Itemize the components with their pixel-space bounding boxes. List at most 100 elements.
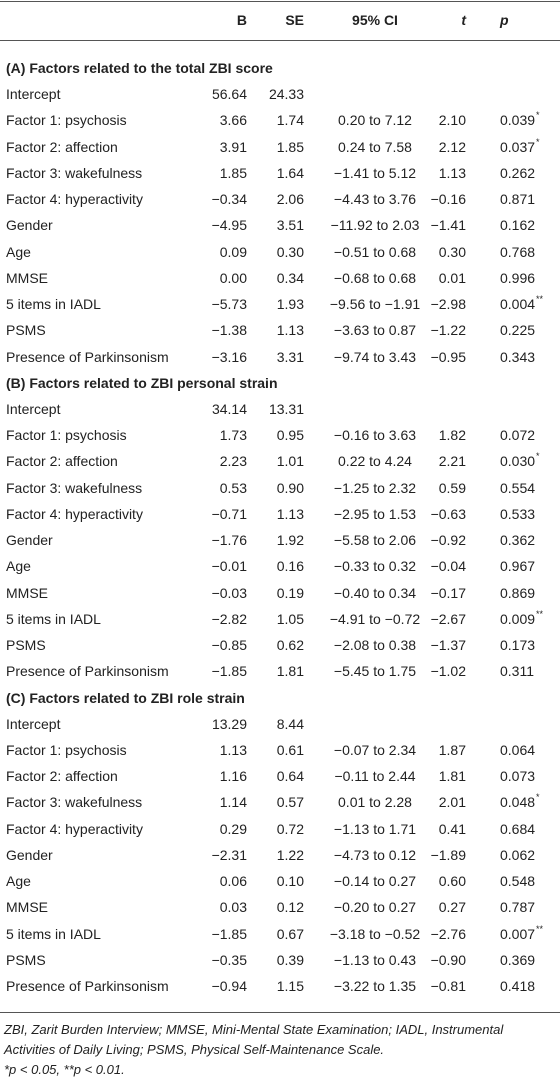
cell: 0.09	[219, 243, 247, 260]
cell: 1.81	[276, 663, 304, 680]
cell: −5.58 to 2.06	[333, 532, 417, 549]
cell: 0.039	[500, 112, 536, 129]
cell: 0.007	[500, 925, 536, 942]
cell: 3.91	[219, 138, 247, 155]
cell: 0.073	[500, 768, 536, 785]
cell: 2.21	[438, 453, 466, 470]
cell: 0.533	[500, 505, 536, 522]
cell: 0.60	[438, 873, 466, 890]
cell: 0.262	[500, 164, 536, 181]
column-header: 95% CI	[352, 12, 398, 28]
cell: −1.02	[430, 663, 466, 680]
row-label: Factor 1: psychosis	[6, 741, 127, 758]
header-rule	[0, 40, 560, 41]
cell: 0.967	[500, 558, 536, 575]
cell: −4.73 to 0.12	[333, 846, 417, 863]
cell: 0.064	[500, 741, 536, 758]
cell: 0.72	[276, 820, 304, 837]
cell: −0.34	[211, 191, 247, 208]
cell: 0.57	[276, 794, 304, 811]
cell: 1.13	[276, 322, 304, 339]
row-label: Gender	[6, 532, 53, 549]
cell: −2.76	[430, 925, 466, 942]
cell: −0.17	[430, 584, 466, 601]
row-label: Factor 3: wakefulness	[6, 479, 143, 496]
cell: −1.13 to 0.43	[333, 951, 417, 968]
row-label: Factor 3: wakefulness	[6, 164, 143, 181]
cell: 1.93	[276, 296, 304, 313]
cell: 1.87	[438, 741, 466, 758]
cell: −4.91 to −0.72	[329, 610, 421, 627]
cell: 2.10	[438, 112, 466, 129]
cell: 0.19	[276, 584, 304, 601]
cell: 0.072	[500, 427, 536, 444]
cell: 0.06	[219, 873, 247, 890]
row-label: Factor 4: hyperactivity	[6, 505, 143, 522]
cell: −11.92 to 2.03	[330, 217, 420, 234]
cell: 0.24 to 7.58	[338, 138, 412, 155]
section-title: (A) Factors related to the total ZBI sco…	[6, 60, 273, 76]
cell: 2.01	[438, 794, 466, 811]
cell: 0.20 to 7.12	[338, 112, 412, 129]
cell: 24.33	[268, 86, 304, 103]
cell: 0.67	[276, 925, 304, 942]
cell: 1.74	[276, 112, 304, 129]
row-label: Factor 4: hyperactivity	[6, 820, 143, 837]
cell: 1.64	[276, 164, 304, 181]
section-title: (B) Factors related to ZBI personal stra…	[6, 374, 278, 391]
cell: 0.225	[500, 322, 536, 339]
cell: 13.31	[268, 400, 304, 417]
cell: 1.01	[276, 453, 304, 470]
row-label: Gender	[6, 217, 53, 234]
row-label: Factor 2: affection	[6, 453, 118, 470]
cell: −1.76	[211, 532, 247, 549]
cell: −0.81	[430, 978, 466, 995]
cell: 1.13	[219, 741, 247, 758]
cell: 0.27	[438, 899, 466, 916]
cell: 2.23	[219, 453, 247, 470]
column-header: SE	[285, 12, 304, 28]
row-label: Factor 1: psychosis	[6, 427, 127, 444]
cell: 1.22	[276, 846, 304, 863]
cell: 1.82	[438, 427, 466, 444]
cell: −1.89	[430, 846, 466, 863]
row-label: Factor 2: affection	[6, 768, 118, 785]
section-title: (C) Factors related to ZBI role strain	[6, 689, 245, 706]
cell: −0.07 to 2.34	[333, 741, 417, 758]
cell: 0.22 to 4.24	[338, 453, 412, 470]
cell: −0.04	[430, 558, 466, 575]
cell: 0.996	[500, 269, 536, 286]
cell: 56.64	[211, 86, 247, 103]
cell: 0.34	[276, 269, 304, 286]
row-label: Presence of Parkinsonism	[6, 663, 169, 680]
cell: −1.41 to 5.12	[333, 164, 417, 181]
cell: −1.38	[211, 322, 247, 339]
cell: 0.554	[500, 479, 536, 496]
cell: 0.61	[276, 741, 304, 758]
cell: −0.92	[430, 532, 466, 549]
significance: *	[536, 136, 540, 147]
footnote: ZBI, Zarit Burden Interview; MMSE, Mini-…	[4, 1022, 504, 1057]
row-label: Presence of Parkinsonism	[6, 348, 169, 365]
cell: 0.29	[219, 820, 247, 837]
cell: −2.98	[430, 296, 466, 313]
bottom-rule	[0, 1012, 560, 1013]
cell: 0.030	[500, 453, 536, 470]
cell: −1.13 to 1.71	[333, 820, 417, 837]
cell: 2.06	[276, 191, 304, 208]
cell: −0.35	[211, 951, 247, 968]
cell: 1.14	[219, 794, 247, 811]
cell: −1.85	[211, 925, 247, 942]
cell: 0.12	[276, 899, 304, 916]
cell: 1.73	[219, 427, 247, 444]
cell: −0.11 to 2.44	[334, 768, 416, 785]
row-label: 5 items in IADL	[6, 925, 101, 942]
cell: −0.51 to 0.68	[333, 243, 417, 260]
significance: **	[536, 608, 544, 619]
cell: −0.16	[430, 191, 466, 208]
significance: *	[536, 110, 540, 121]
cell: 0.39	[276, 951, 304, 968]
cell: 0.01	[438, 269, 466, 286]
cell: 1.13	[276, 505, 304, 522]
